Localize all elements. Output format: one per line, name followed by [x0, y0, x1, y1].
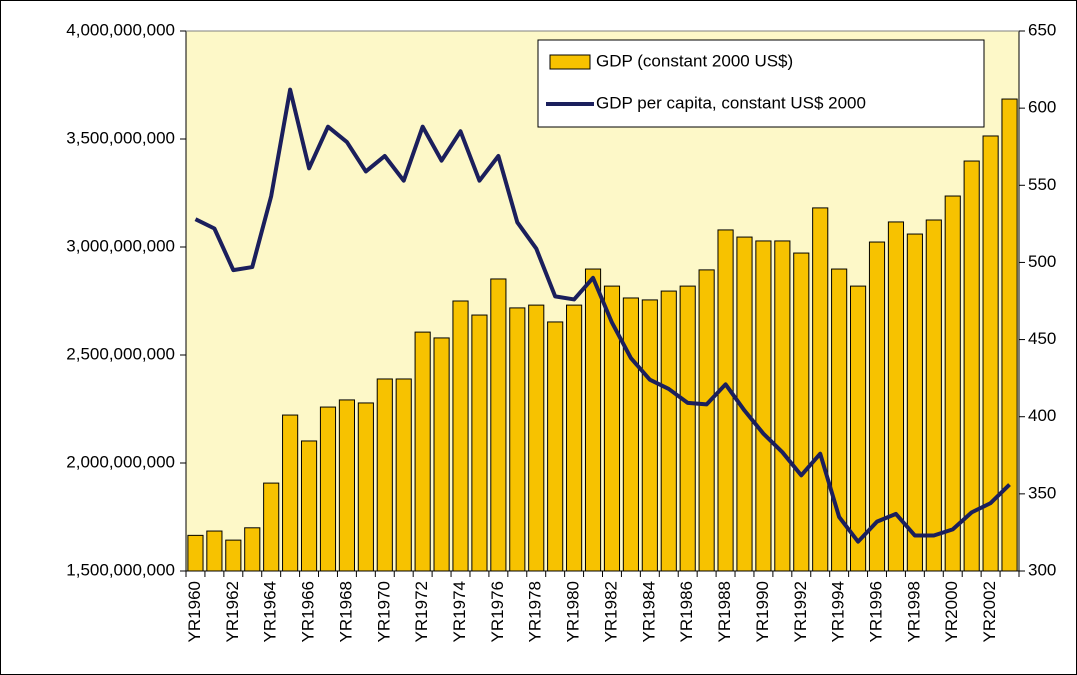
bar [395, 378, 412, 572]
x-tick-label: YR1960 [185, 581, 204, 642]
bar [206, 530, 223, 572]
bar [300, 440, 318, 572]
x-tick-label: YR1990 [753, 581, 772, 642]
bar [755, 240, 772, 572]
bar [282, 414, 299, 572]
bar [414, 331, 431, 572]
bar [376, 378, 393, 572]
bar [925, 219, 942, 572]
bar [622, 297, 639, 572]
bar [660, 290, 677, 572]
bar [509, 307, 526, 572]
x-tick-label: YR1994 [829, 581, 848, 642]
y-tick-label: 3,000,000,000 [66, 236, 175, 255]
legend-box [537, 39, 985, 128]
x-tick-label: YR1982 [601, 581, 620, 642]
x-tick-label: YR1986 [677, 581, 696, 642]
bar [357, 402, 374, 572]
y2-tick-label: 300 [1028, 560, 1056, 579]
x-tick-label: YR2002 [980, 581, 999, 642]
bar [944, 195, 961, 572]
x-tick-label: YR1976 [488, 581, 507, 642]
x-tick-label: YR1992 [791, 581, 810, 642]
bar [717, 229, 734, 572]
bar [774, 240, 791, 572]
bar [528, 304, 545, 572]
bar [812, 207, 829, 572]
bar [906, 233, 923, 572]
y2-tick-label: 650 [1028, 20, 1056, 39]
bar [319, 406, 337, 572]
y-tick-label: 2,500,000,000 [66, 344, 175, 363]
x-tick-label: YR1998 [904, 581, 923, 642]
x-tick-label: YR1966 [299, 581, 318, 642]
y-tick-label: 3,500,000,000 [66, 128, 175, 147]
x-tick-label: YR1980 [564, 581, 583, 642]
bar [698, 269, 715, 572]
x-tick-label: YR1996 [866, 581, 885, 642]
legend-label: GDP per capita, constant US$ 2000 [596, 93, 866, 112]
x-tick-label: YR1970 [374, 581, 393, 642]
bar [641, 299, 658, 572]
bar [471, 314, 488, 572]
bar [225, 539, 242, 572]
bar [1001, 98, 1018, 572]
bar [793, 252, 810, 572]
bar [433, 337, 450, 572]
x-tick-label: YR1978 [526, 581, 545, 642]
y2-tick-label: 450 [1028, 329, 1056, 348]
bar [338, 399, 355, 572]
legend: GDP (constant 2000 US$) GDP per capita, c… [537, 39, 985, 128]
bar [244, 527, 261, 572]
x-tick-label: YR1974 [450, 581, 469, 642]
x-tick-label: YR1962 [223, 581, 242, 642]
y2-tick-label: 600 [1028, 98, 1056, 117]
y2-tick-label: 500 [1028, 252, 1056, 271]
line-series [194, 87, 1011, 544]
legend-label: GDP (constant 2000 US$) [596, 51, 793, 70]
y2-tick-label: 400 [1028, 406, 1056, 425]
bar [850, 285, 867, 572]
bar [566, 304, 583, 572]
bar [679, 285, 696, 572]
x-tick-label: YR2000 [942, 581, 961, 642]
y2-tick-label: 550 [1028, 175, 1056, 194]
bar [490, 278, 507, 572]
bar [584, 268, 602, 572]
x-tick-label: YR1968 [336, 581, 355, 642]
y-tick-label: 2,000,000,000 [66, 452, 175, 471]
x-tick-label: YR1972 [412, 581, 431, 642]
bar [547, 321, 564, 572]
y-tick-label: 1,500,000,000 [66, 560, 175, 579]
legend-swatch [549, 54, 591, 70]
bar [452, 300, 469, 572]
bar [263, 482, 280, 572]
bar [187, 534, 204, 572]
x-tick-label: YR1988 [715, 581, 734, 642]
y-tick-label: 4,000,000,000 [66, 20, 175, 39]
x-tick-label: YR1964 [261, 581, 280, 642]
y2-tick-label: 350 [1028, 483, 1056, 502]
x-tick-label: YR1984 [639, 581, 658, 642]
